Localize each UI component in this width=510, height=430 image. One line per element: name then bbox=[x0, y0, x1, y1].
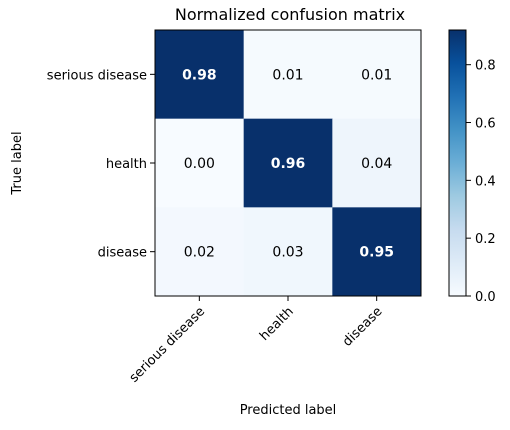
heatmap-cell-labels: 0.98 0.01 0.01 0.00 0.96 0.04 0.02 0.03 0.95 bbox=[182, 67, 394, 260]
cell-value-label: 0.00 bbox=[184, 156, 215, 172]
cell-value-label: 0.04 bbox=[361, 156, 392, 172]
x-tick-label: disease bbox=[340, 304, 386, 350]
heatmap-cell bbox=[243, 207, 333, 297]
x-axis-ticks: serious disease health disease bbox=[127, 296, 386, 386]
heatmap-cell bbox=[332, 207, 422, 297]
x-tick-label: serious disease bbox=[127, 304, 208, 385]
colorbar-tick-label: 0.2 bbox=[475, 232, 496, 247]
heatmap-cell bbox=[243, 30, 333, 120]
cell-value-label: 0.01 bbox=[361, 67, 392, 83]
x-tick-label: health bbox=[257, 304, 297, 344]
y-tick-label: health bbox=[106, 157, 147, 172]
colorbar-ticks: 0.0 0.2 0.4 0.6 0.8 bbox=[466, 59, 496, 305]
cell-value-label: 0.03 bbox=[272, 245, 303, 261]
colorbar-tick-label: 0.4 bbox=[475, 174, 496, 189]
cell-value-label: 0.98 bbox=[182, 67, 217, 83]
colorbar bbox=[448, 29, 467, 297]
cell-value-label: 0.01 bbox=[272, 67, 303, 83]
colorbar-tick-label: 0.8 bbox=[475, 59, 496, 74]
chart-title: Normalized confusion matrix bbox=[175, 5, 405, 24]
y-tick-label: disease bbox=[98, 246, 147, 261]
y-axis-ticks: serious disease health disease bbox=[47, 68, 155, 261]
heatmap-cell bbox=[155, 207, 245, 297]
cell-value-label: 0.02 bbox=[184, 245, 215, 261]
heatmap-cell bbox=[332, 30, 422, 120]
y-tick-label: serious disease bbox=[47, 68, 147, 83]
heatmap-cell bbox=[155, 30, 245, 120]
cell-value-label: 0.95 bbox=[359, 245, 394, 261]
heatmap-cell bbox=[332, 118, 422, 208]
cell-value-label: 0.96 bbox=[271, 156, 306, 172]
y-axis-label: True label bbox=[10, 131, 25, 195]
colorbar-tick-label: 0.6 bbox=[475, 117, 496, 132]
x-axis-label: Predicted label bbox=[240, 403, 337, 418]
colorbar-tick-label: 0.0 bbox=[475, 290, 496, 305]
heatmap-cell bbox=[243, 118, 333, 208]
heatmap-cells bbox=[155, 30, 422, 297]
heatmap-cell bbox=[155, 118, 245, 208]
